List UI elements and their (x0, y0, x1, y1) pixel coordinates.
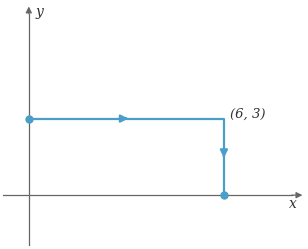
Text: x: x (289, 197, 297, 211)
Point (221, 193, 226, 197)
Text: y: y (35, 5, 43, 19)
Text: (6, 3): (6, 3) (230, 108, 266, 121)
Point (26, 117, 31, 121)
